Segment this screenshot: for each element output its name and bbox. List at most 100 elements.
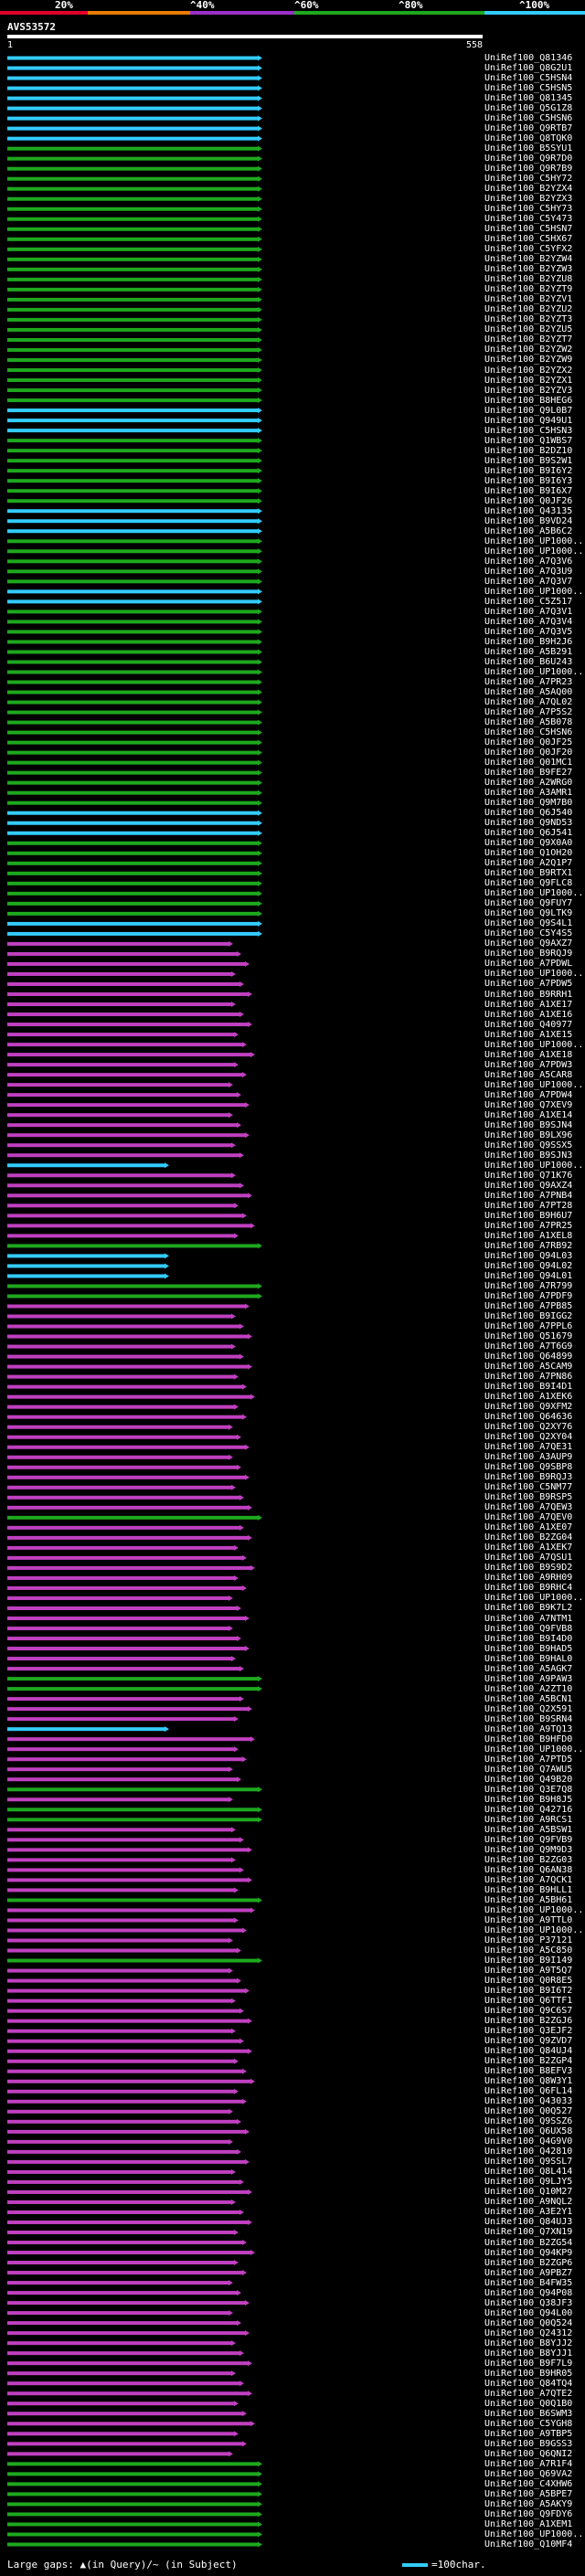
- hit-label[interactable]: UniRef100_A7PDW5: [484, 979, 573, 990]
- hit-bar[interactable]: [7, 740, 258, 745]
- hit-bar[interactable]: [7, 1818, 258, 1822]
- hit-label[interactable]: UniRef100_UP1000...: [484, 2528, 585, 2539]
- hit-label[interactable]: UniRef100_B2YZX2: [484, 365, 573, 376]
- hit-bar[interactable]: [7, 388, 258, 393]
- hit-bar[interactable]: [7, 1908, 250, 1913]
- hit-bar[interactable]: [7, 610, 258, 614]
- hit-bar[interactable]: [7, 780, 258, 785]
- hit-label[interactable]: UniRef100_C5Z517: [484, 596, 573, 607]
- hit-label[interactable]: UniRef100_Q64636: [484, 1412, 573, 1423]
- hit-bar[interactable]: [7, 156, 258, 161]
- hit-label[interactable]: UniRef100_UP1000...: [484, 1079, 585, 1090]
- hit-label[interactable]: UniRef100_A1XEK6: [484, 1392, 573, 1403]
- hit-label[interactable]: UniRef100_Q0Q527: [484, 2106, 573, 2117]
- hit-label[interactable]: UniRef100_A7QCK1: [484, 1874, 573, 1885]
- hit-label[interactable]: UniRef100_Q10M27: [484, 2187, 573, 2198]
- hit-label[interactable]: UniRef100_A9TQ13: [484, 1723, 573, 1734]
- hit-label[interactable]: UniRef100_A2WRG0: [484, 778, 573, 789]
- hit-bar[interactable]: [7, 1244, 258, 1248]
- hit-bar[interactable]: [7, 549, 258, 554]
- hit-bar[interactable]: [7, 589, 258, 594]
- hit-bar[interactable]: [7, 1083, 229, 1087]
- hit-bar[interactable]: [7, 2251, 250, 2255]
- hit-label[interactable]: UniRef100_Q0Q1B0: [484, 2398, 573, 2409]
- hit-bar[interactable]: [7, 2412, 242, 2416]
- hit-label[interactable]: UniRef100_B2YZU5: [484, 324, 573, 335]
- hit-bar[interactable]: [7, 2129, 245, 2134]
- hit-bar[interactable]: [7, 911, 258, 916]
- hit-label[interactable]: UniRef100_C5HSN5: [484, 83, 573, 94]
- hit-label[interactable]: UniRef100_Q69VA2: [484, 2468, 573, 2479]
- hit-label[interactable]: UniRef100_A1XE14: [484, 1109, 573, 1120]
- hit-label[interactable]: UniRef100_A3AMR1: [484, 788, 573, 799]
- hit-bar[interactable]: [7, 1435, 237, 1439]
- hit-bar[interactable]: [7, 2079, 250, 2083]
- hit-bar[interactable]: [7, 1555, 242, 1560]
- hit-bar[interactable]: [7, 1617, 245, 1621]
- hit-bar[interactable]: [7, 2542, 258, 2547]
- hit-bar[interactable]: [7, 146, 258, 151]
- hit-bar[interactable]: [7, 2009, 239, 2013]
- hit-label[interactable]: UniRef100_C5HX67: [484, 234, 573, 245]
- hit-label[interactable]: UniRef100_A9NQL2: [484, 2197, 573, 2208]
- hit-label[interactable]: UniRef100_C5HSN3: [484, 425, 573, 436]
- hit-label[interactable]: UniRef100_A9TBP5: [484, 2428, 573, 2439]
- hit-bar[interactable]: [7, 1264, 165, 1268]
- hit-bar[interactable]: [7, 287, 258, 292]
- hit-bar[interactable]: [7, 2472, 258, 2476]
- hit-label[interactable]: UniRef100_B9RRH1: [484, 989, 573, 1000]
- hit-label[interactable]: UniRef100_B2ZG54: [484, 2237, 573, 2248]
- hit-bar[interactable]: [7, 2532, 258, 2537]
- hit-bar[interactable]: [7, 1888, 234, 1892]
- hit-bar[interactable]: [7, 419, 258, 423]
- hit-bar[interactable]: [7, 106, 258, 111]
- hit-bar[interactable]: [7, 871, 258, 875]
- hit-bar[interactable]: [7, 1787, 258, 1792]
- hit-bar[interactable]: [7, 1344, 231, 1349]
- hit-label[interactable]: UniRef100_A5C850: [484, 1945, 573, 1956]
- hit-label[interactable]: UniRef100_Q8TQK0: [484, 133, 573, 144]
- hit-label[interactable]: UniRef100_Q1OH20: [484, 848, 573, 859]
- hit-bar[interactable]: [7, 227, 258, 231]
- hit-label[interactable]: UniRef100_Q2XY04: [484, 1432, 573, 1443]
- hit-label[interactable]: UniRef100_Q94L03: [484, 1250, 573, 1261]
- hit-label[interactable]: UniRef100_Q6QNI2: [484, 2448, 573, 2459]
- hit-label[interactable]: UniRef100_Q8L414: [484, 2167, 573, 2178]
- hit-bar[interactable]: [7, 2019, 248, 2023]
- hit-bar[interactable]: [7, 1173, 231, 1178]
- hit-label[interactable]: UniRef100_Q84UJ4: [484, 2046, 573, 2057]
- hit-label[interactable]: UniRef100_Q9C6S7: [484, 2006, 573, 2017]
- hit-label[interactable]: UniRef100_UP1000...: [484, 1160, 585, 1171]
- hit-label[interactable]: UniRef100_A9TTL0: [484, 1914, 573, 1925]
- hit-label[interactable]: UniRef100_Q01MC1: [484, 758, 573, 769]
- hit-bar[interactable]: [7, 469, 258, 473]
- hit-bar[interactable]: [7, 519, 258, 524]
- hit-label[interactable]: UniRef100_Q0R8E5: [484, 1976, 573, 1987]
- hit-bar[interactable]: [7, 2361, 248, 2366]
- hit-bar[interactable]: [7, 1183, 239, 1188]
- hit-label[interactable]: UniRef100_A7PDWL: [484, 959, 573, 970]
- hit-label[interactable]: UniRef100_Q9FUY7: [484, 898, 573, 909]
- hit-bar[interactable]: [7, 891, 258, 896]
- hit-bar[interactable]: [7, 408, 258, 413]
- hit-label[interactable]: UniRef100_B9HLL1: [484, 1884, 573, 1895]
- hit-label[interactable]: UniRef100_Q9FVB9: [484, 1834, 573, 1845]
- hit-label[interactable]: UniRef100_A7QEW3: [484, 1502, 573, 1513]
- hit-bar[interactable]: [7, 327, 258, 332]
- hit-label[interactable]: UniRef100_UP1000...: [484, 586, 585, 597]
- hit-label[interactable]: UniRef100_Q0JF20: [484, 747, 573, 758]
- hit-label[interactable]: UniRef100_B9S2W1: [484, 455, 573, 466]
- hit-label[interactable]: UniRef100_A5AQ00: [484, 687, 573, 698]
- hit-bar[interactable]: [7, 2261, 234, 2265]
- hit-bar[interactable]: [7, 2331, 245, 2336]
- hit-bar[interactable]: [7, 2512, 258, 2517]
- hit-bar[interactable]: [7, 1093, 237, 1097]
- hit-bar[interactable]: [7, 1103, 245, 1108]
- hit-label[interactable]: UniRef100_B9I6T2: [484, 1986, 573, 1997]
- hit-bar[interactable]: [7, 630, 258, 634]
- hit-label[interactable]: UniRef100_B2ZG03: [484, 1854, 573, 1865]
- hit-bar[interactable]: [7, 1918, 234, 1923]
- hit-label[interactable]: UniRef100_A7PR23: [484, 677, 573, 687]
- hit-label[interactable]: UniRef100_A7QEV0: [484, 1512, 573, 1523]
- hit-label[interactable]: UniRef100_C5HSN7: [484, 224, 573, 235]
